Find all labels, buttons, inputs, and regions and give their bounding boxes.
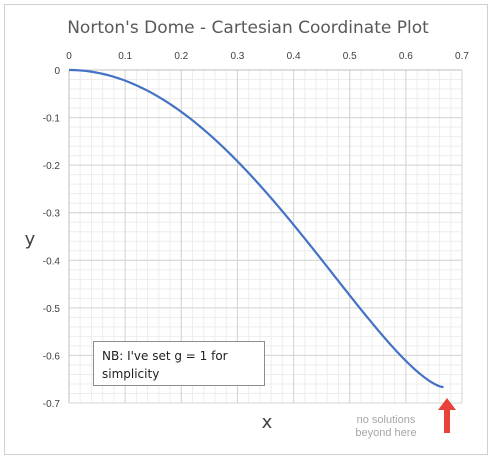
arrow-head: [438, 398, 456, 410]
x-axis-title: x: [262, 412, 273, 433]
y-tick-label: -0.4: [43, 256, 61, 267]
x-tick-label: 0: [66, 51, 72, 62]
note-line-1: NB: I've set g = 1 for: [102, 349, 228, 363]
x-tick-label: 0.3: [230, 51, 244, 62]
series-line: [68, 68, 444, 389]
arrow-shaft: [444, 409, 450, 433]
x-tick-label: 0.4: [287, 51, 301, 62]
chart-title: Norton's Dome - Cartesian Coordinate Plo…: [67, 18, 429, 38]
x-tick-labels: 0 0.1 0.2 0.3 0.4 0.5 0.6 0.7: [66, 51, 469, 62]
x-tick-label: 0.5: [343, 51, 357, 62]
note-box: NB: I've set g = 1 for simplicity: [93, 341, 265, 386]
x-tick-label: 0.1: [118, 51, 132, 62]
x-tick-label: 0.7: [455, 51, 469, 62]
no-solutions-annotation: no solutions beyond here: [344, 414, 428, 440]
y-tick-label: -0.2: [43, 161, 61, 172]
y-tick-label: -0.7: [43, 399, 61, 410]
y-tick-label: 0: [54, 66, 60, 77]
y-tick-label: -0.5: [43, 304, 61, 315]
red-up-arrow-icon: [438, 398, 456, 433]
y-tick-labels: 0 -0.1 -0.2 -0.3 -0.4 -0.5 -0.6 -0.7: [43, 66, 61, 410]
major-gridlines: [68, 69, 463, 404]
annotation-line-2: beyond here: [355, 427, 417, 439]
note-line-2: simplicity: [102, 367, 160, 381]
y-tick-label: -0.6: [43, 351, 61, 362]
y-axis-title: y: [25, 229, 36, 250]
x-tick-label: 0.2: [174, 51, 188, 62]
y-tick-label: -0.3: [43, 209, 61, 220]
y-tick-label: -0.1: [43, 114, 61, 125]
x-tick-label: 0.6: [399, 51, 413, 62]
annotation-line-1: no solutions: [356, 414, 416, 426]
